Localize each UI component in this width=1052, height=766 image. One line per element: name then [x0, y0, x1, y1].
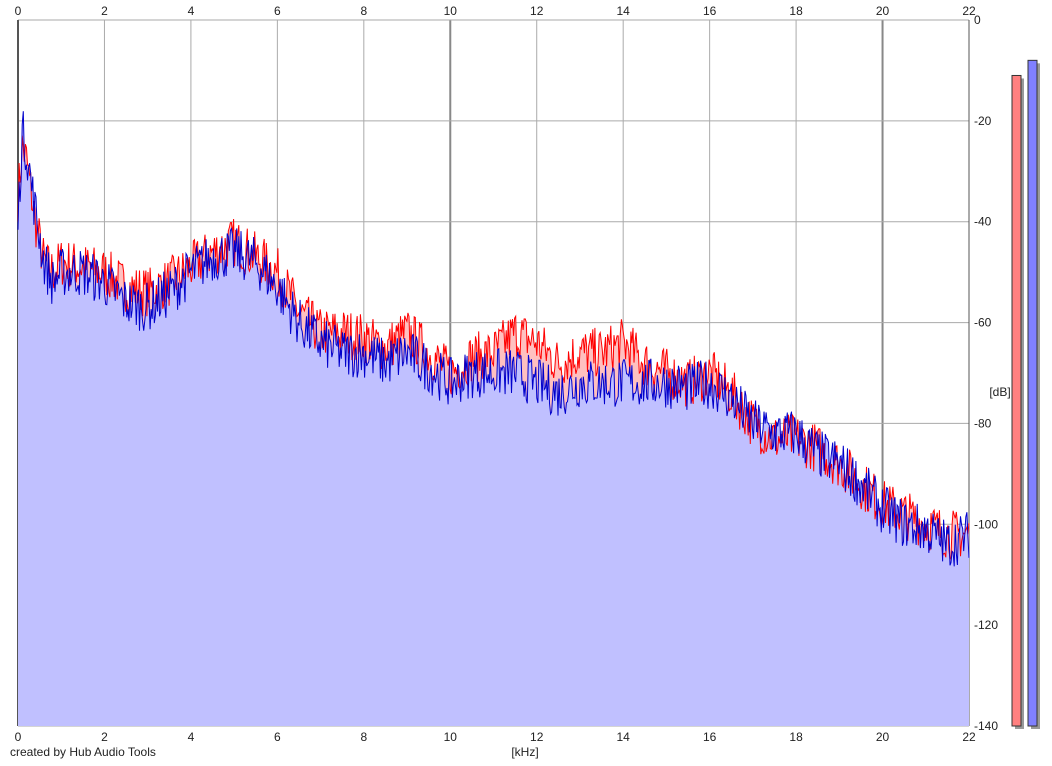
x-axis-label: [kHz] [511, 745, 538, 759]
x-tick-label-top: 2 [101, 4, 108, 18]
x-tick-label-bottom: 0 [15, 730, 22, 744]
spectrum-lines [17, 111, 970, 567]
credit-text: created by Hub Audio Tools [10, 745, 156, 759]
x-tick-label-top: 4 [188, 4, 195, 18]
x-tick-label-bottom: 22 [962, 730, 976, 744]
x-tick-label-bottom: 14 [617, 730, 631, 744]
x-tick-label-bottom: 20 [876, 730, 890, 744]
y-tick-label: -80 [974, 416, 992, 430]
series-line [17, 111, 970, 567]
x-tick-label-top: 14 [617, 4, 631, 18]
y-tick-label: -120 [974, 618, 998, 632]
x-tick-label-top: 20 [876, 4, 890, 18]
level-meter-bar [1027, 59, 1038, 727]
x-tick-label-top: 18 [789, 4, 803, 18]
x-tick-label-bottom: 12 [530, 730, 544, 744]
x-tick-label-top: 0 [15, 4, 22, 18]
x-tick-label-bottom: 4 [188, 730, 195, 744]
x-tick-label-top: 16 [703, 4, 717, 18]
x-tick-label-bottom: 8 [360, 730, 367, 744]
x-tick-label-top: 6 [274, 4, 281, 18]
x-tick-label-bottom: 10 [444, 730, 458, 744]
y-tick-label: -60 [974, 316, 992, 330]
tick-labels: 002244668810101212141416161818202022220-… [15, 4, 999, 744]
x-tick-label-top: 22 [962, 4, 976, 18]
y-tick-label: -140 [974, 719, 998, 733]
x-tick-label-top: 10 [444, 4, 458, 18]
y-tick-label: -100 [974, 517, 998, 531]
y-tick-label: -20 [974, 114, 992, 128]
x-tick-label-bottom: 6 [274, 730, 281, 744]
x-tick-label-bottom: 16 [703, 730, 717, 744]
x-tick-label-top: 8 [360, 4, 367, 18]
level-meters [1011, 59, 1040, 730]
level-meter-bar [1011, 74, 1022, 727]
y-tick-label: 0 [974, 13, 981, 27]
x-tick-label-top: 12 [530, 4, 544, 18]
x-tick-label-bottom: 2 [101, 730, 108, 744]
y-axis-label: [dB] [989, 385, 1010, 399]
x-tick-label-bottom: 18 [789, 730, 803, 744]
y-tick-label: -40 [974, 215, 992, 229]
